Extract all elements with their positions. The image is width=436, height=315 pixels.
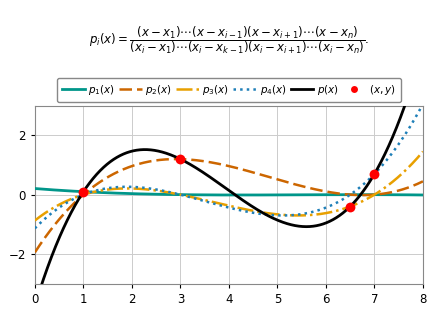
Point: [80, 189, 87, 194]
Point: [177, 157, 184, 162]
Text: $p_i(x) = \dfrac{(x-x_1)\cdots(x-x_{i-1})(x-x_{i+1})\cdots(x-x_n)}{(x_i-x_1)\cdo: $p_i(x) = \dfrac{(x-x_1)\cdots(x-x_{i-1}…: [89, 24, 369, 56]
Legend: $p_1(x)$, $p_2(x)$, $p_3(x)$, $p_4(x)$, $p(x)$, $(x,y)$: $p_1(x)$, $p_2(x)$, $p_3(x)$, $p_4(x)$, …: [57, 77, 401, 102]
Point: [347, 204, 354, 209]
Point: [371, 171, 378, 176]
